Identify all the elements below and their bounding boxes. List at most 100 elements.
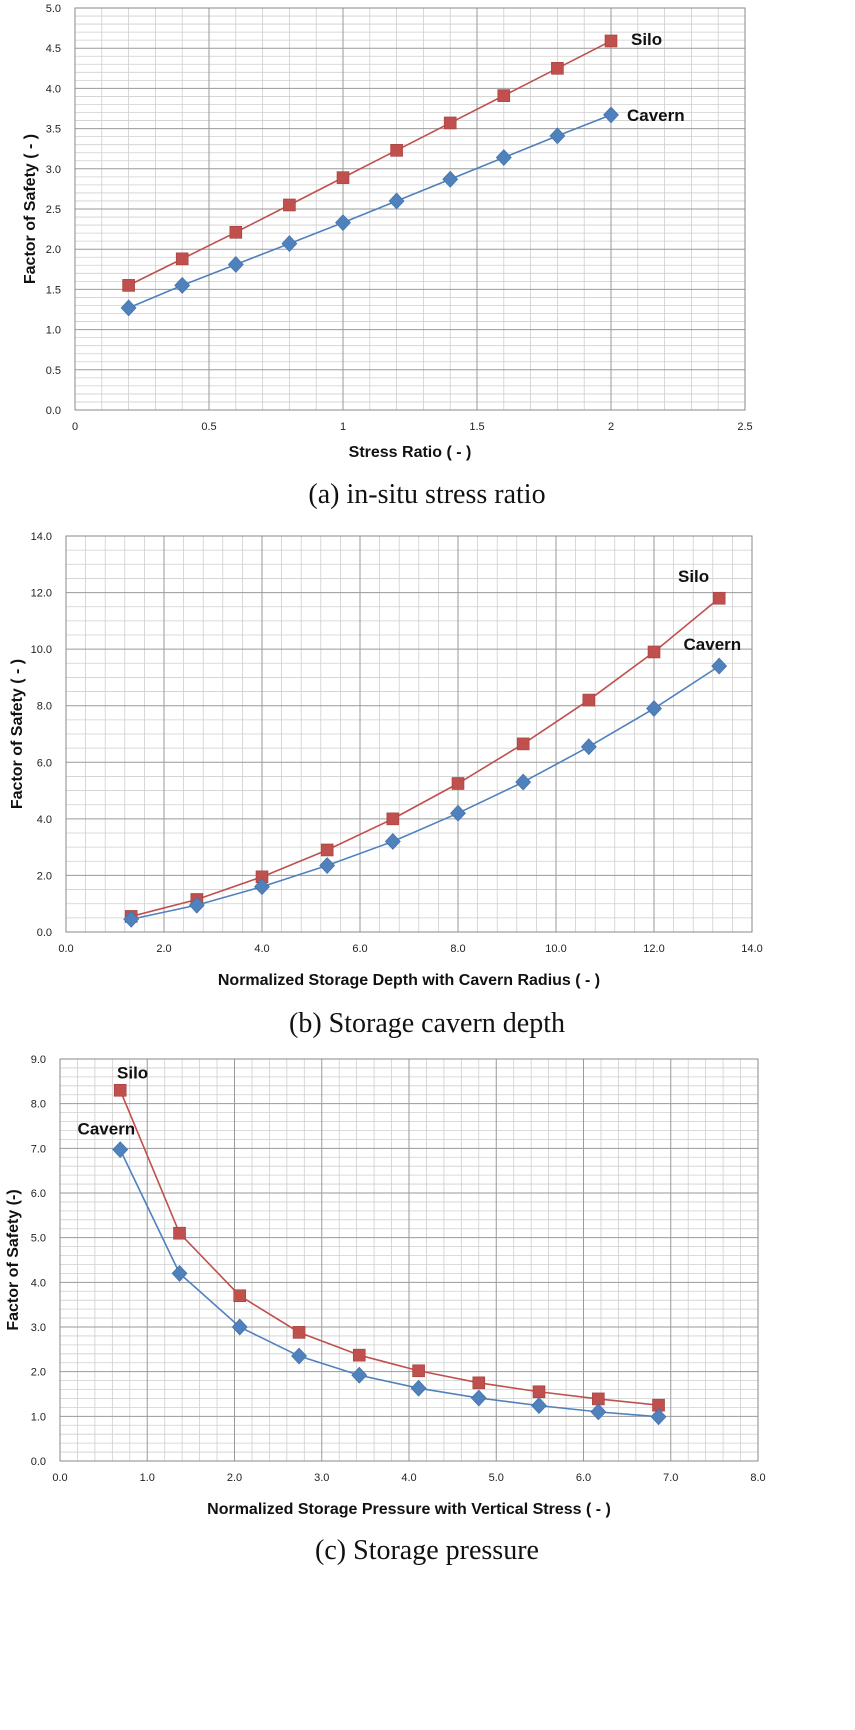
x-tick-label: 7.0 [663, 1472, 678, 1484]
x-tick-label: 1.0 [140, 1472, 155, 1484]
cavern-point-marker [580, 738, 597, 756]
y-axis-label: Factor of Safety ( - ) [22, 134, 39, 284]
cavern-point-marker [711, 657, 728, 675]
cavern-point-marker [254, 878, 270, 896]
series-line-cavern [131, 665, 720, 921]
x-tick-label: 3.0 [314, 1472, 329, 1484]
y-tick-label: 8.0 [31, 1099, 46, 1111]
cavern-point-marker [650, 1408, 667, 1426]
x-tick-label: 5.0 [489, 1472, 504, 1484]
series-line-silo [128, 40, 612, 287]
y-tick-label: 3.0 [31, 1322, 46, 1334]
x-tick-label: 1 [340, 421, 346, 433]
y-tick-label: 2.5 [46, 204, 61, 216]
x-tick-label: 8.0 [750, 1472, 765, 1484]
y-tick-label: 4.5 [46, 43, 61, 55]
cavern-point-marker [231, 1318, 248, 1336]
x-tick-label: 14.0 [741, 943, 762, 955]
silo-point-marker [320, 843, 334, 857]
x-tick-label: 10.0 [545, 943, 566, 955]
y-tick-label: 6.0 [37, 757, 52, 769]
x-tick-label: 0.0 [58, 943, 73, 955]
silo-point-marker [497, 89, 511, 102]
cavern-point-marker [281, 235, 298, 253]
cavern-point-marker [188, 896, 205, 914]
x-tick-label: 2.0 [227, 1472, 242, 1484]
cavern-point-marker [112, 1141, 129, 1159]
cavern-point-marker [470, 1389, 487, 1407]
y-tick-label: 5.0 [46, 3, 61, 15]
cavern-point-marker [120, 299, 137, 317]
cavern-point-marker [291, 1347, 307, 1365]
cavern-point-marker [450, 804, 466, 822]
x-tick-label: 2.0 [156, 943, 171, 955]
y-tick-label: 5.0 [31, 1233, 46, 1245]
y-tick-label: 9.0 [31, 1054, 46, 1066]
y-tick-label: 6.0 [31, 1188, 46, 1200]
y-tick-label: 2.0 [37, 870, 52, 882]
y-tick-label: 1.0 [46, 325, 61, 337]
series-silo: Silo [113, 1063, 665, 1412]
y-tick-label: 3.5 [46, 124, 61, 136]
x-tick-label: 12.0 [643, 943, 664, 955]
cavern-point-marker [384, 833, 401, 850]
silo-point-marker [592, 1392, 605, 1406]
y-tick-label: 10.0 [31, 644, 52, 656]
series-cavern: Cavern [123, 635, 742, 928]
silo-point-marker [229, 226, 243, 239]
y-tick-label: 0.0 [46, 405, 61, 417]
plot-frame [74, 7, 746, 411]
cavern-point-marker [351, 1366, 368, 1384]
figure-caption: (b) Storage cavern depth [289, 1008, 565, 1039]
series-label-cavern: Cavern [684, 635, 742, 654]
figure-caption: (a) in-situ stress ratio [308, 479, 545, 510]
plot-frame [59, 1058, 759, 1462]
y-tick-label: 8.0 [37, 701, 52, 713]
cavern-point-marker [442, 170, 459, 188]
y-tick-label: 4.0 [46, 83, 61, 95]
x-tick-label: 4.0 [401, 1472, 416, 1484]
y-tick-label: 0.0 [31, 1456, 46, 1468]
silo-point-marker [582, 693, 596, 707]
y-tick-label: 2.0 [31, 1367, 46, 1379]
silo-point-marker [647, 645, 661, 659]
silo-point-marker [122, 279, 135, 292]
silo-point-marker [604, 34, 618, 48]
series-cavern: Cavern [120, 106, 685, 317]
cavern-point-marker [174, 276, 191, 294]
chart-panel-2: 0.0 1.0 2.0 3.0 4.0 5.0 6.0 7.0 8.0 0.0 1.0 2.0 3.0 4… [5, 1054, 766, 1566]
x-axis-label: Stress Ratio ( - ) [349, 444, 472, 461]
y-tick-label: 1.5 [46, 284, 61, 296]
silo-point-marker [386, 812, 400, 826]
x-tick-label: 6.0 [576, 1472, 591, 1484]
y-tick-label: 0.0 [37, 927, 52, 939]
cavern-point-marker [603, 106, 619, 124]
chart-panel-1: 0.0 2.0 4.0 6.0 8.0 10.0 12.0 14.0 0.0 2.0 4.0 6.0 8… [9, 531, 763, 1039]
silo-point-marker [173, 1226, 186, 1240]
cavern-point-marker [388, 192, 405, 210]
grid [65, 535, 753, 933]
silo-point-marker [551, 61, 564, 75]
silo-point-marker [516, 737, 530, 751]
y-tick-label: 12.0 [31, 588, 52, 600]
series-line-silo [119, 1089, 659, 1406]
y-tick-label: 14.0 [31, 531, 52, 543]
x-axis-label: Normalized Storage Pressure with Vertica… [207, 1501, 611, 1518]
silo-point-marker [175, 252, 189, 266]
series-line-cavern [119, 1149, 659, 1418]
series-silo: Silo [122, 30, 662, 292]
x-tick-label: 6.0 [352, 943, 367, 955]
x-tick-label: 4.0 [254, 943, 269, 955]
series-label-silo: Silo [678, 567, 709, 586]
series-line-silo [130, 597, 720, 918]
cavern-point-marker [410, 1379, 427, 1397]
y-tick-label: 2.0 [46, 244, 61, 256]
x-tick-label: 2.5 [737, 421, 752, 433]
series-line-cavern [128, 114, 612, 309]
x-tick-label: 8.0 [450, 943, 465, 955]
silo-point-marker [451, 777, 465, 790]
series-cavern: Cavern [78, 1120, 667, 1426]
y-tick-label: 4.0 [37, 814, 52, 826]
silo-point-marker [292, 1326, 306, 1339]
